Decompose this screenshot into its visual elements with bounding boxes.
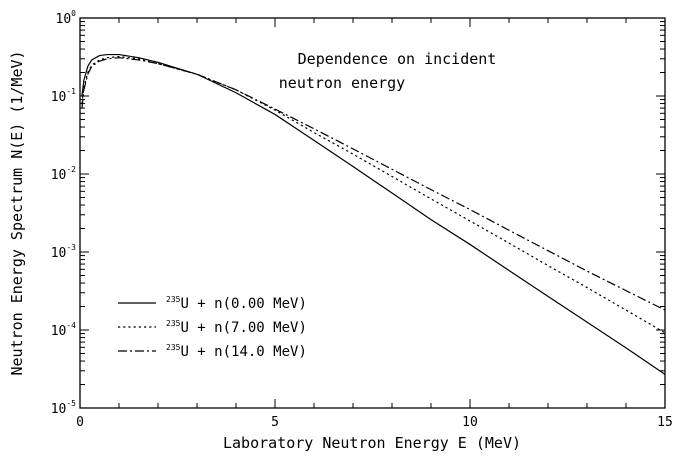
x-tick-label: 15 bbox=[657, 415, 673, 430]
x-tick-label: 5 bbox=[271, 415, 279, 430]
minor-ticks bbox=[80, 18, 665, 408]
series-line-solid bbox=[81, 53, 666, 375]
annotation-line-2: neutron energy bbox=[279, 74, 405, 92]
y-tick-label: 10-1 bbox=[51, 87, 76, 105]
legend-entry-label: 235U + n(0.00 MeV) bbox=[166, 295, 307, 312]
plot-area bbox=[79, 17, 666, 409]
x-tick-labels: 0 5 10 15 bbox=[76, 415, 673, 430]
y-tick-labels: 100 10-1 10-2 10-3 10-4 10-5 bbox=[51, 9, 76, 417]
x-tick-label: 10 bbox=[462, 415, 478, 430]
plot-frame bbox=[79, 17, 666, 409]
y-tick-label: 10-3 bbox=[51, 243, 76, 261]
legend: 235U + n(0.00 MeV) 235U + n(7.00 MeV) 235U… bbox=[118, 295, 307, 360]
y-tick-label: 10-5 bbox=[51, 399, 76, 417]
annotation-line-1: Dependence on incident bbox=[298, 50, 497, 68]
series-line-dotted bbox=[81, 55, 666, 334]
x-tick-label: 0 bbox=[76, 415, 84, 430]
legend-entry-label: 235U + n(14.0 MeV) bbox=[166, 343, 307, 360]
x-axis-label: Laboratory Neutron Energy E (MeV) bbox=[223, 434, 521, 452]
annotation: Dependence on incident neutron energy bbox=[279, 50, 497, 92]
series-line-dashdot bbox=[81, 57, 666, 311]
y-tick-label: 10-4 bbox=[51, 321, 76, 339]
series-layer bbox=[81, 53, 666, 375]
legend-entry-label: 235U + n(7.00 MeV) bbox=[166, 319, 307, 336]
y-tick-label: 10-2 bbox=[51, 165, 76, 183]
y-tick-label: 100 bbox=[56, 9, 77, 27]
major-ticks bbox=[79, 17, 666, 409]
y-axis-label: Neutron Energy Spectrum N(E) (1/MeV) bbox=[8, 50, 26, 375]
